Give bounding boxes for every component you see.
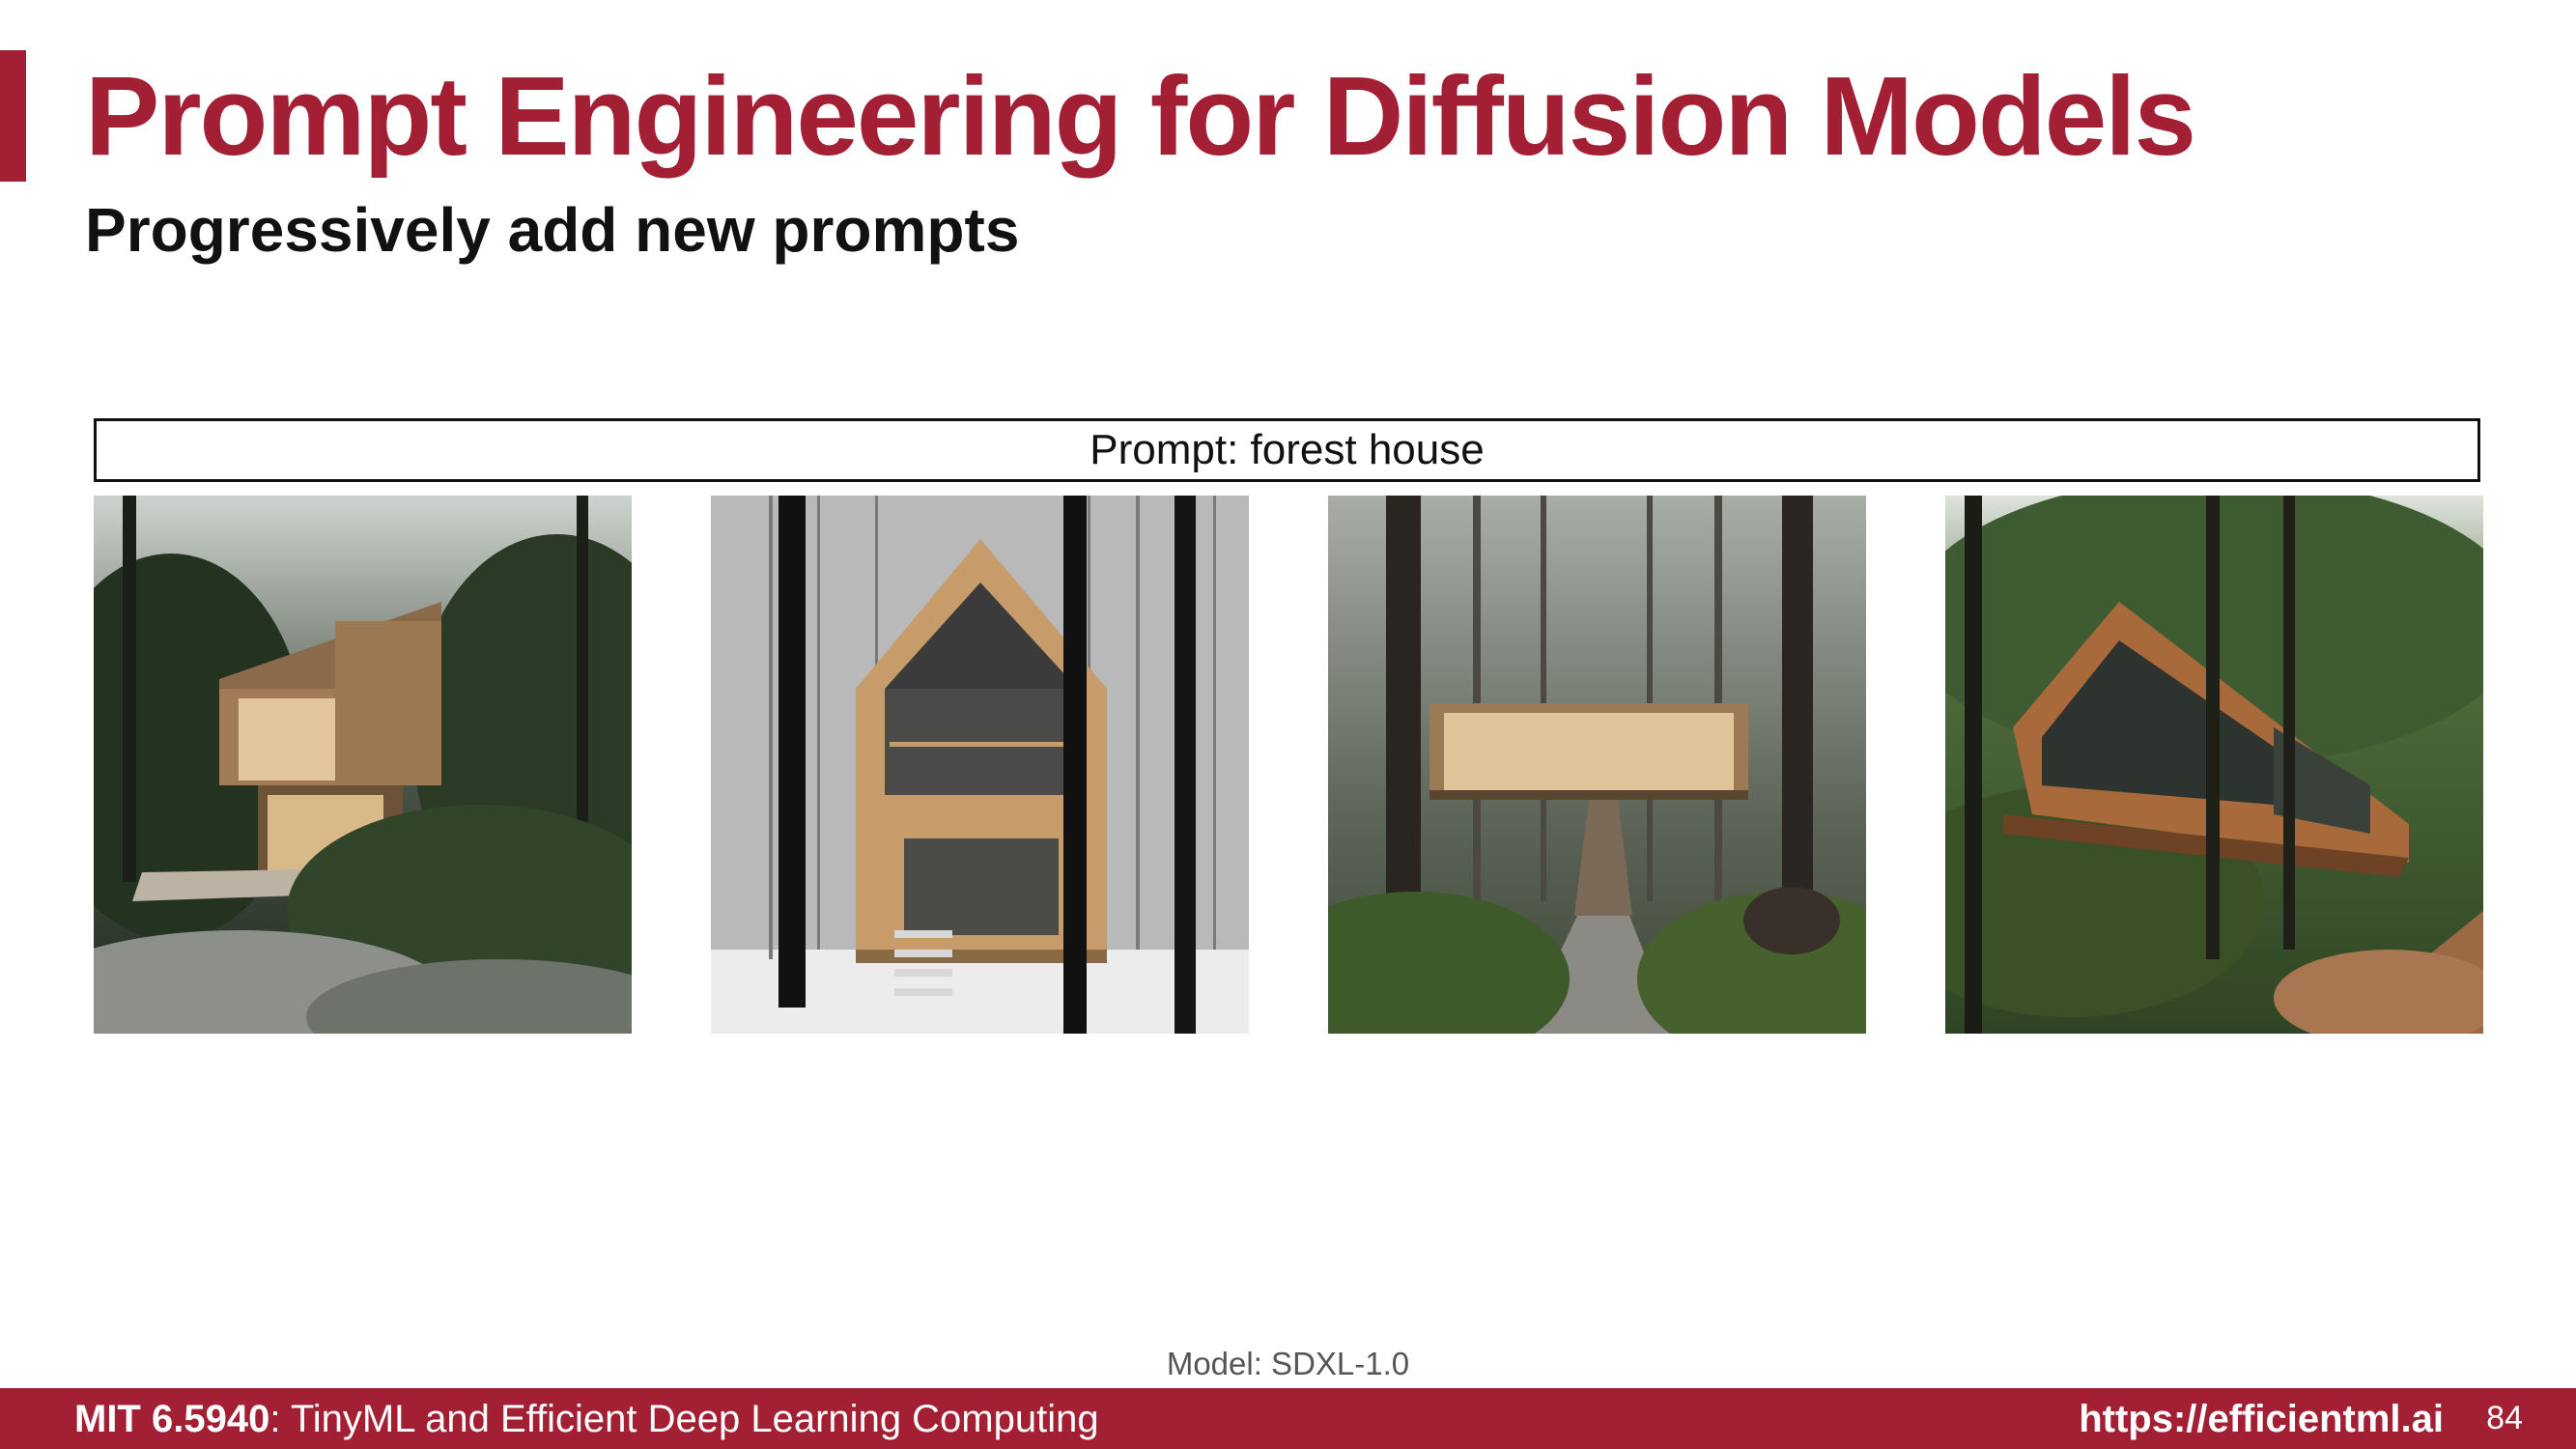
generated-image-1 bbox=[94, 496, 632, 1034]
title-accent-bar bbox=[0, 50, 26, 182]
page-number: 84 bbox=[2486, 1400, 2523, 1436]
prompt-label: Prompt: forest house bbox=[1090, 426, 1485, 473]
slide-title: Prompt Engineering for Diffusion Models bbox=[85, 53, 2196, 179]
generated-image-4 bbox=[1945, 496, 2483, 1034]
footer-course-code: MIT 6.5940 bbox=[74, 1398, 270, 1440]
slide-subtitle: Progressively add new prompts bbox=[85, 195, 1020, 265]
generated-image-2 bbox=[711, 496, 1249, 1034]
prompt-box: Prompt: forest house bbox=[94, 418, 2480, 482]
footer-bar: MIT 6.5940: TinyML and Efficient Deep Le… bbox=[0, 1388, 2576, 1449]
model-note: Model: SDXL-1.0 bbox=[1166, 1346, 1410, 1381]
footer-course: MIT 6.5940: TinyML and Efficient Deep Le… bbox=[74, 1398, 1099, 1441]
footer-course-name: : TinyML and Efficient Deep Learning Com… bbox=[269, 1398, 1099, 1440]
generated-image-3 bbox=[1328, 496, 1866, 1034]
footer-url[interactable]: https://efficientml.ai bbox=[2079, 1398, 2444, 1440]
